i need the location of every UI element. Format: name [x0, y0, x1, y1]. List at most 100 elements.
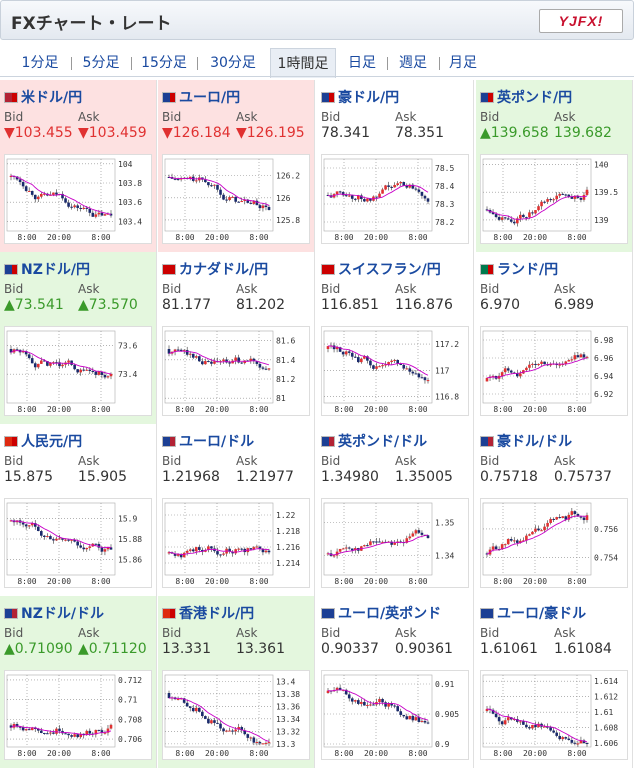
rate-card[interactable]: カナダドル/円 Bid Ask 81.177 81.202 8:00 20:00 8… [158, 252, 315, 424]
pair-name-link[interactable]: スイスフラン/円 [338, 262, 441, 278]
pair-name-link[interactable]: NZドル/円 [21, 262, 90, 278]
candle-body [67, 733, 70, 736]
candle-body [106, 547, 110, 550]
candle-body [216, 184, 219, 190]
rate-card[interactable]: 英ポンド/ドル Bid Ask 1.34980 1.35005 8:00 20:0… [317, 424, 474, 596]
pair-name-link[interactable]: 人民元/円 [21, 434, 83, 450]
yjfx-logo[interactable]: YJFX! [539, 9, 623, 33]
tab-6[interactable]: 日足 [348, 55, 376, 71]
y-tick-label: 13.4 [276, 677, 295, 686]
tab-4[interactable]: 30分足 [210, 55, 256, 71]
y-tick-label: 6.94 [594, 372, 613, 381]
x-tick-label: 20:00 [523, 405, 547, 414]
y-tick-label: 126 [276, 194, 291, 203]
rate-card[interactable]: ランド/円 Bid Ask 6.970 6.989 8:00 20:00 8:00 6… [476, 252, 633, 424]
pair-name-link[interactable]: 豪ドル/ドル [497, 434, 573, 450]
rate-card[interactable]: 英ポンド/円 Bid Ask ▲139.658 139.682 8:00 20:0… [476, 80, 633, 252]
rate-card[interactable]: 米ドル/円 Bid Ask ▼103.455 ▼103.459 8:00 20:0… [0, 80, 157, 252]
pair-name-link[interactable]: ランド/円 [497, 262, 559, 278]
candle-body [564, 361, 568, 365]
candle-body [9, 725, 13, 728]
candle-body [540, 530, 543, 532]
pair-name-link[interactable]: 英ポンド/ドル [338, 434, 428, 450]
rate-card[interactable]: ユーロ/ドル Bid Ask 1.21968 1.21977 8:00 20:00… [158, 424, 315, 596]
candle-body [353, 198, 357, 200]
candle-body [40, 193, 43, 197]
mini-candle-chart[interactable]: 8:00 20:00 8:00 1.22 1.218 1.216 1.214 [162, 498, 310, 588]
tab-7[interactable]: 週足 [399, 55, 427, 71]
rate-card[interactable]: ユーロ/円 Bid Ask ▼126.184 ▼126.195 8:00 20:0… [158, 80, 315, 252]
rate-card-header: NZドル/円 [4, 260, 90, 278]
candle-body [33, 363, 37, 368]
pair-name-link[interactable]: 豪ドル/円 [338, 90, 400, 106]
candle-body [258, 205, 262, 209]
candle-body [491, 546, 495, 550]
mini-candle-chart[interactable]: 8:00 20:00 8:00 1.614 1.612 1.61 1.608 1.606 [480, 670, 628, 760]
pair-name-link[interactable]: ユーロ/豪ドル [497, 606, 587, 622]
candle-body [267, 742, 271, 744]
y-tick-label: 139 [594, 216, 609, 225]
mini-candle-chart[interactable]: 8:00 20:00 8:00 78.5 78.4 78.3 78.2 [321, 154, 469, 244]
candle-body [381, 698, 384, 703]
pair-name-link[interactable]: 香港ドル/円 [179, 606, 255, 622]
rate-card[interactable]: NZドル/ドル Bid Ask ▲0.71090 ▲0.71120 8:00 20… [0, 596, 157, 768]
tab-8[interactable]: 月足 [449, 55, 477, 71]
y-tick-label: 13.38 [276, 690, 300, 699]
candle-body [522, 721, 525, 725]
mini-candle-chart[interactable]: 8:00 20:00 8:00 0.712 0.71 0.708 0.706 [4, 670, 152, 760]
bid-value: 1.21968 [162, 469, 220, 485]
mini-candle-chart[interactable]: 8:00 20:00 8:00 6.98 6.96 6.94 6.92 [480, 326, 628, 416]
pair-name-link[interactable]: ユーロ/ドル [179, 434, 255, 450]
x-tick-label: 8:00 [17, 577, 36, 586]
rate-card[interactable]: ユーロ/英ポンド Bid Ask 0.90337 0.90361 8:00 20:… [317, 596, 474, 768]
tab-2[interactable]: 5分足 [82, 55, 120, 71]
rate-card[interactable]: スイスフラン/円 Bid Ask 116.851 116.876 8:00 20:… [317, 252, 474, 424]
mini-candle-chart[interactable]: 8:00 20:00 8:00 0.756 0.754 [480, 498, 628, 588]
pair-name-link[interactable]: 英ポンド/円 [497, 90, 573, 106]
rate-card[interactable]: 人民元/円 Bid Ask 15.875 15.905 8:00 20:00 8:0… [0, 424, 157, 596]
pair-name-link[interactable]: NZドル/ドル [21, 606, 104, 622]
candle-body [543, 726, 546, 728]
mini-candle-chart[interactable]: 8:00 20:00 8:00 126.2 126 125.8 [162, 154, 310, 244]
pair-name-link[interactable]: カナダドル/円 [179, 262, 269, 278]
candle-body [30, 190, 34, 195]
mini-candle-chart[interactable]: 8:00 20:00 8:00 0.91 0.905 0.9 [321, 670, 469, 760]
candle-body [344, 195, 348, 197]
mini-candle-chart[interactable]: 8:00 20:00 8:00 13.4 13.38 13.36 13.34 13.32 13.… [162, 670, 310, 760]
candle-body [353, 548, 357, 551]
candle-body [576, 513, 580, 517]
candle-body [426, 722, 430, 724]
candle-body [338, 191, 342, 193]
x-tick-label: 8:00 [17, 749, 36, 758]
candle-body [261, 743, 265, 745]
pair-name-link[interactable]: 米ドル/円 [21, 90, 83, 106]
rate-card[interactable]: 豪ドル/円 Bid Ask 78.341 78.351 8:00 20:00 8:0… [317, 80, 474, 252]
tab-1[interactable]: 1分足 [21, 55, 59, 71]
plot-frame [482, 502, 592, 576]
pair-name-link[interactable]: ユーロ/英ポンド [338, 606, 442, 622]
mini-candle-chart[interactable]: 8:00 20:00 8:00 81.6 81.4 81.2 81 [162, 326, 310, 416]
rate-card[interactable]: 豪ドル/ドル Bid Ask 0.75718 0.75737 8:00 20:00… [476, 424, 633, 596]
candle-body [243, 360, 247, 364]
candle-body [213, 184, 216, 186]
mini-candle-chart[interactable]: 8:00 20:00 8:00 15.9 15.88 15.86 [4, 498, 152, 588]
currency-flag-icon [480, 263, 494, 275]
mini-candle-chart[interactable]: 8:00 20:00 8:00 1.35 1.34 [321, 498, 469, 588]
rate-card-header: スイスフラン/円 [321, 260, 441, 278]
tab-3[interactable]: 15分足 [141, 55, 187, 71]
tab-5[interactable]: 1時間足 [270, 48, 336, 78]
candle-body [525, 367, 528, 371]
candle-body [52, 539, 55, 541]
mini-candle-chart[interactable]: 8:00 20:00 8:00 73.6 73.4 [4, 326, 152, 416]
rate-card[interactable]: ユーロ/豪ドル Bid Ask 1.61061 1.61084 8:00 20:0… [476, 596, 633, 768]
candle-body [15, 724, 19, 727]
mini-candle-chart[interactable]: 8:00 20:00 8:00 117.2 117 116.8 [321, 326, 469, 416]
mini-candle-chart[interactable]: 8:00 20:00 8:00 140 139.5 139 [480, 154, 628, 244]
pair-name-link[interactable]: ユーロ/円 [179, 90, 241, 106]
candle-body [255, 546, 259, 548]
rate-card[interactable]: 香港ドル/円 Bid Ask 13.331 13.361 8:00 20:00 8:… [158, 596, 315, 768]
rate-card[interactable]: NZドル/円 Bid Ask ▲73.541 ▲73.570 8:00 20:00… [0, 252, 157, 424]
candle-body [561, 193, 565, 195]
candle-body [543, 361, 546, 365]
mini-candle-chart[interactable]: 8:00 20:00 8:00 104 103.8 103.6 103.4 [4, 154, 152, 244]
